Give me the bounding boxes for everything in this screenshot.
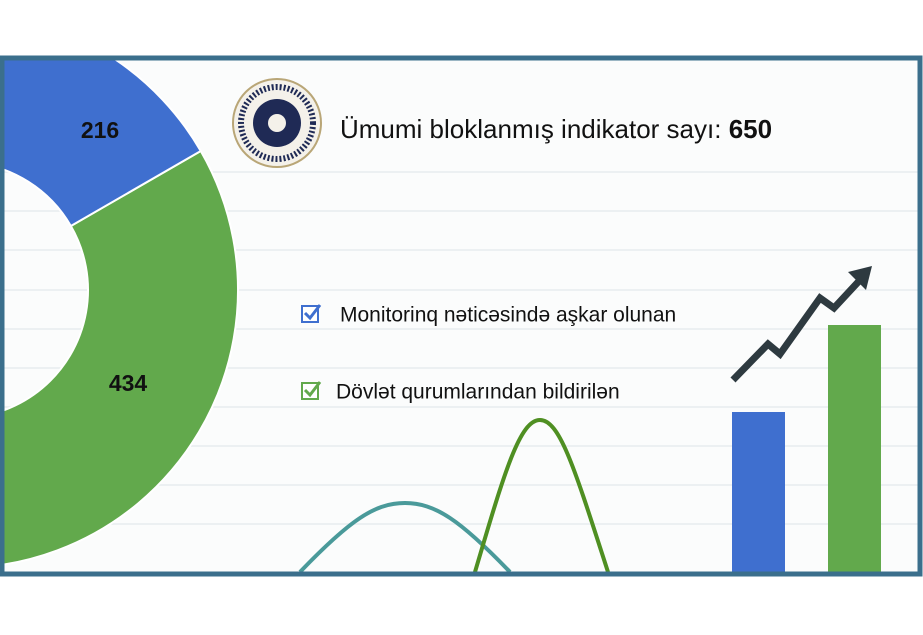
- decor-bar: [828, 325, 881, 572]
- logo: [232, 78, 322, 168]
- decor-arrowhead: [848, 266, 872, 290]
- data-label: 434: [109, 370, 148, 396]
- frame: [0, 55, 923, 577]
- data-label: 216: [81, 117, 119, 143]
- donut-slice: [4, 149, 239, 566]
- title: Ümumi bloklanmış indikator sayı: 650: [340, 114, 772, 144]
- legend-label: Dövlət qurumlarından bildirilən: [336, 381, 620, 404]
- frame-content: 216 434: [4, 60, 918, 572]
- decor-curve: [473, 417, 610, 572]
- legend: Monitorinq nəticəsində aşkar olunan Dövl…: [301, 304, 676, 404]
- decor-curve: [298, 500, 512, 572]
- legend-checkbox: [301, 305, 319, 323]
- donut: 216 434: [4, 60, 239, 566]
- legend-check: [303, 381, 322, 398]
- decor-bar: [732, 412, 785, 572]
- donut-slice: [4, 60, 203, 228]
- legend-label: Monitorinq nəticəsində aşkar olunan: [340, 304, 676, 327]
- legend-check: [303, 304, 322, 321]
- legend-checkbox: [301, 382, 319, 400]
- decor-arrow: [730, 277, 863, 383]
